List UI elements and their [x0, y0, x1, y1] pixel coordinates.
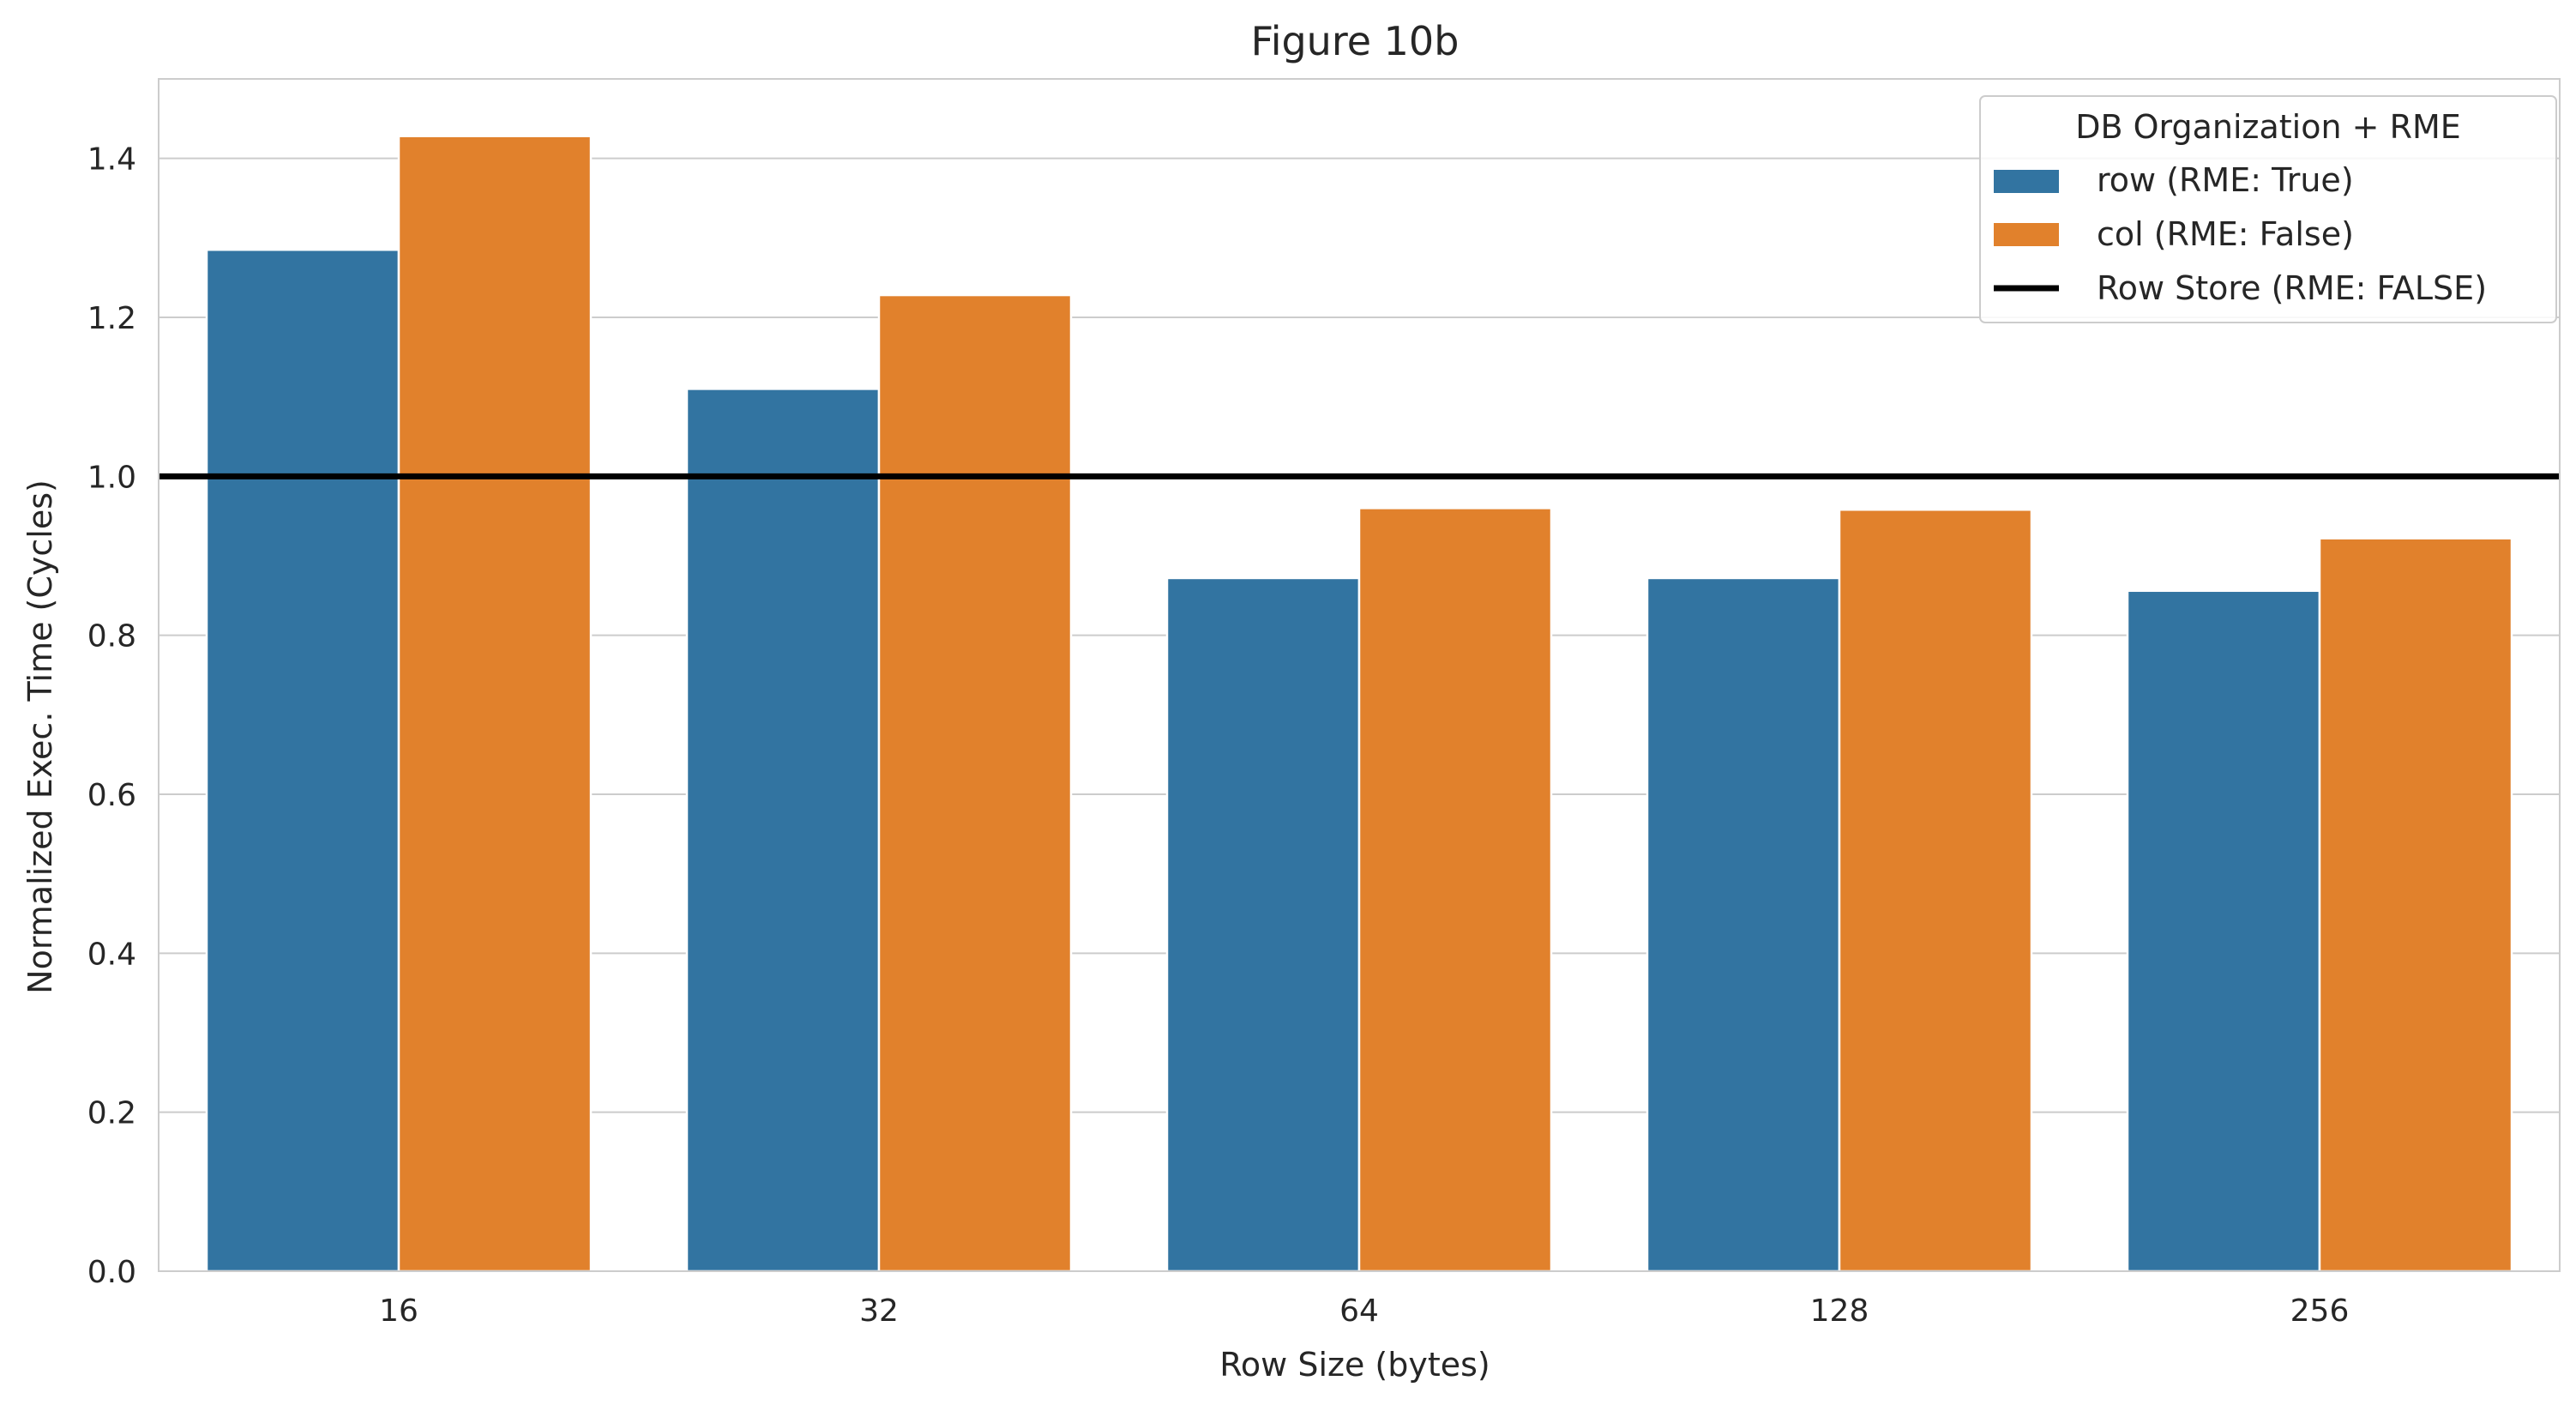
y-tick-label: 0.6: [87, 778, 136, 813]
legend-label-reference-line: Row Store (RME: FALSE): [2097, 269, 2487, 307]
y-tick-label: 0.8: [87, 619, 136, 654]
bar-col-128: [1838, 509, 2033, 1273]
y-axis-label: Normalized Exec. Time (Cycles): [21, 479, 59, 994]
plot-frame: [158, 78, 2561, 1272]
chart-title: Figure 10b: [1251, 18, 1460, 64]
bar-row-256: [2126, 589, 2321, 1273]
y-tick-labels: 0.0 0.2 0.4 0.6 0.8 1.0 1.2 1.4: [87, 142, 136, 1290]
bar-col-16: [397, 135, 593, 1273]
legend-label-row: row (RME: True): [2097, 161, 2354, 199]
y-tick-label: 1.2: [87, 301, 136, 336]
legend-swatch-row: [1994, 170, 2059, 193]
x-tick-label: 256: [2290, 1293, 2350, 1329]
x-tick-label: 16: [379, 1293, 418, 1329]
x-tick-label: 128: [1810, 1293, 1869, 1329]
y-tick-label: 0.2: [87, 1096, 136, 1131]
y-tick-label: 0.4: [87, 937, 136, 972]
x-axis-label: Row Size (bytes): [1219, 1346, 1490, 1384]
legend-label-col: col (RME: False): [2097, 215, 2354, 253]
bar-col-64: [1357, 507, 1553, 1273]
bar-col-256: [2318, 537, 2513, 1273]
bar-row-128: [1646, 576, 1841, 1273]
y-tick-label: 0.0: [87, 1255, 136, 1290]
legend-swatch-col: [1994, 223, 2059, 246]
legend: DB Organization + RME row (RME: True) co…: [1979, 95, 2557, 323]
y-tick-label: 1.4: [87, 142, 136, 178]
bar-row-16: [205, 248, 400, 1273]
bars: [205, 135, 2513, 1273]
legend-title: DB Organization + RME: [2075, 108, 2461, 146]
bar-row-64: [1165, 576, 1361, 1273]
bar-col-32: [877, 293, 1073, 1273]
legend-box: [1979, 95, 2557, 323]
x-tick-label: 64: [1339, 1293, 1379, 1329]
x-tick-labels: 16 32 64 128 256: [379, 1293, 2349, 1329]
bar-row-32: [685, 388, 881, 1273]
y-tick-label: 1.0: [87, 460, 136, 495]
x-tick-label: 32: [859, 1293, 899, 1329]
